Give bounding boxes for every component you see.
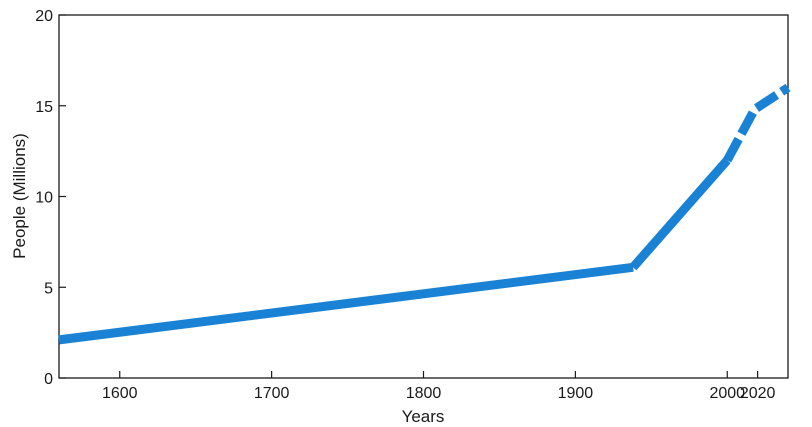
y-tick-label: 20 (35, 8, 53, 25)
x-tick-label: 1700 (254, 385, 290, 402)
series-line (58, 262, 634, 345)
y-tick-label: 15 (35, 99, 53, 116)
x-tick-label: 1800 (406, 385, 442, 402)
y-axis-title: People (Millions) (10, 133, 29, 259)
y-tick-label: 10 (35, 190, 53, 207)
y-tick-label: 0 (44, 371, 53, 388)
y-tick-label: 5 (44, 280, 53, 297)
series-line (629, 157, 731, 271)
series-line-dashed (723, 83, 791, 163)
x-tick-label: 2000 (709, 385, 745, 402)
x-tick-label: 2020 (740, 385, 776, 402)
x-axis-title: Years (402, 407, 445, 426)
x-tick-label: 1600 (102, 385, 138, 402)
x-tick-label: 1900 (558, 385, 594, 402)
